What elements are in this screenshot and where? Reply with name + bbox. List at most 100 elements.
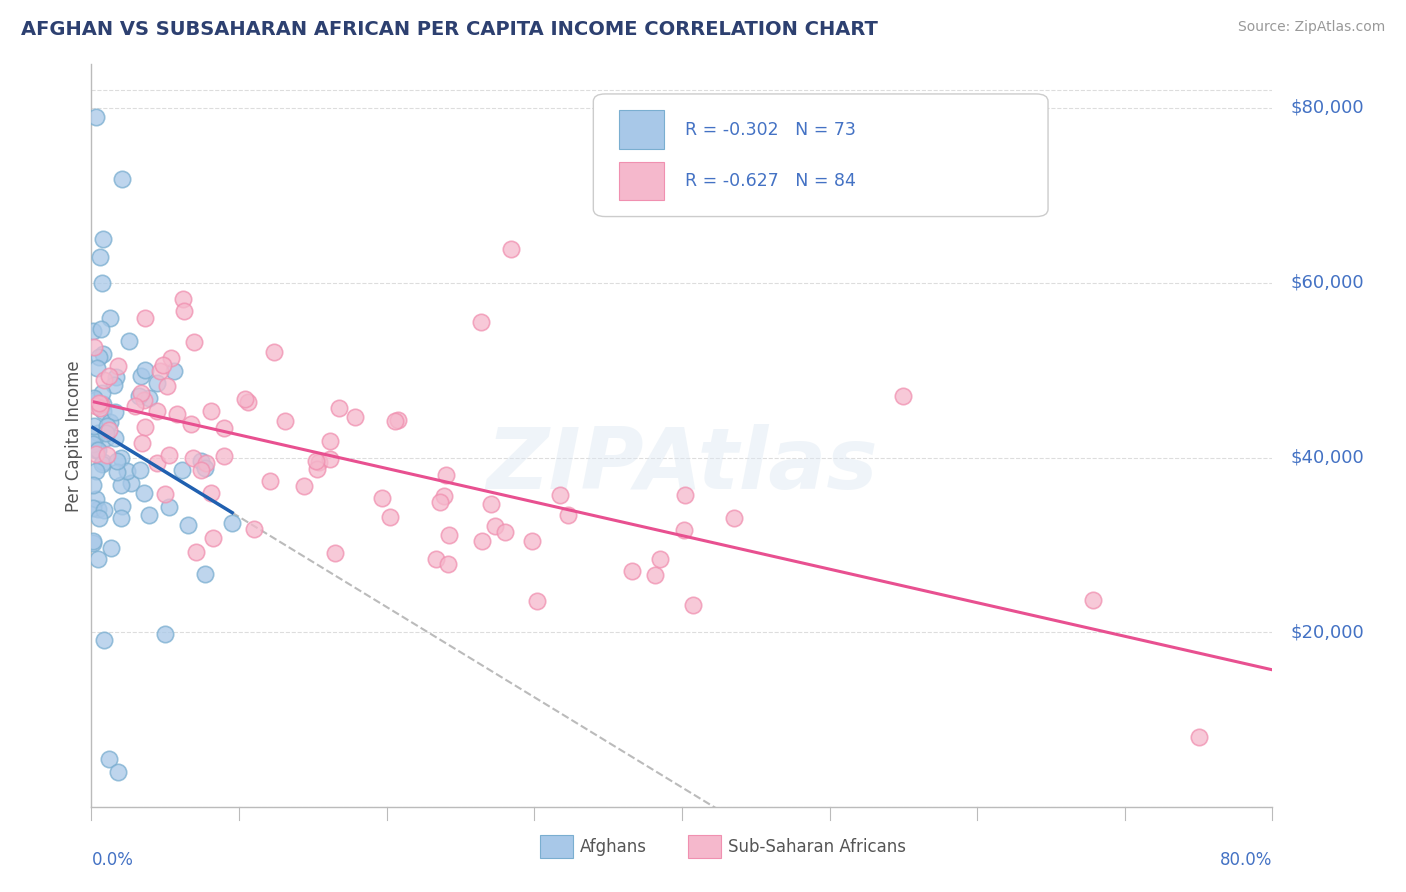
Text: Source: ZipAtlas.com: Source: ZipAtlas.com [1237, 20, 1385, 34]
FancyBboxPatch shape [540, 836, 574, 858]
Point [87, 552, 110, 566]
Point [104, 431, 127, 445]
Text: AFGHAN VS SUBSAHARAN AFRICAN PER CAPITA INCOME CORRELATION CHART: AFGHAN VS SUBSAHARAN AFRICAN PER CAPITA … [21, 20, 877, 38]
Point [484, 519, 506, 533]
FancyBboxPatch shape [619, 111, 664, 149]
Point [82, 477, 104, 491]
Point [86, 361, 108, 376]
FancyBboxPatch shape [593, 94, 1047, 217]
Point [93, 503, 115, 517]
Point [200, 403, 222, 417]
Point [120, 476, 142, 491]
Point [673, 488, 696, 502]
Point [152, 358, 174, 372]
Point [91, 397, 114, 411]
Point [98, 423, 121, 437]
Point [82, 437, 104, 451]
FancyBboxPatch shape [688, 836, 721, 858]
Text: 0.0%: 0.0% [91, 851, 134, 869]
Point [84, 447, 107, 461]
Point [84, 442, 107, 457]
Point [153, 487, 176, 501]
Point [471, 533, 494, 548]
Point [307, 461, 329, 475]
Point [644, 568, 666, 582]
Point [110, 478, 132, 492]
Point [89, 398, 111, 412]
Text: $40,000: $40,000 [1291, 449, 1364, 467]
Point [83, 434, 105, 448]
Point [100, 541, 122, 556]
Point [180, 417, 202, 432]
Point [328, 401, 350, 416]
Point [437, 557, 460, 571]
Point [87, 396, 110, 410]
Point [134, 362, 156, 376]
Point [470, 315, 492, 329]
Point [93, 633, 115, 648]
Point [194, 460, 217, 475]
Point [319, 451, 342, 466]
Point [105, 454, 128, 468]
Point [273, 414, 295, 428]
Point [305, 454, 328, 468]
Point [96, 448, 118, 462]
Point [83, 393, 105, 408]
Point [183, 335, 205, 350]
Point [202, 531, 225, 545]
Text: R = -0.627   N = 84: R = -0.627 N = 84 [686, 172, 856, 190]
Point [308, 455, 330, 469]
Point [166, 407, 188, 421]
Point [1083, 593, 1105, 607]
Point [98, 752, 121, 766]
Point [83, 339, 105, 353]
Point [190, 454, 212, 468]
Point [387, 413, 409, 427]
Point [183, 451, 205, 466]
Point [98, 369, 121, 384]
Point [172, 463, 194, 477]
Point [91, 347, 114, 361]
Point [194, 567, 217, 582]
Point [263, 344, 285, 359]
Point [86, 464, 108, 478]
Point [103, 378, 125, 392]
Point [98, 311, 121, 326]
Point [149, 363, 172, 377]
Point [91, 455, 114, 469]
Point [425, 552, 447, 566]
Point [89, 401, 111, 416]
Point [648, 551, 671, 566]
Point [138, 391, 160, 405]
Point [236, 394, 259, 409]
Point [134, 392, 156, 407]
Point [494, 524, 516, 539]
Point [434, 468, 457, 483]
Point [620, 564, 643, 578]
Point [221, 516, 243, 531]
Text: ZIPAtlas: ZIPAtlas [486, 424, 877, 507]
Point [128, 463, 150, 477]
Point [384, 414, 406, 428]
Point [157, 448, 180, 462]
Point [110, 450, 132, 465]
Point [548, 488, 571, 502]
Point [429, 495, 451, 509]
Point [186, 545, 208, 559]
Y-axis label: Per Capita Income: Per Capita Income [65, 360, 83, 511]
Point [87, 502, 110, 516]
Point [479, 497, 502, 511]
Point [107, 765, 129, 780]
Point [82, 535, 104, 549]
Text: $20,000: $20,000 [1291, 624, 1364, 641]
Text: $80,000: $80,000 [1291, 99, 1364, 117]
Point [83, 419, 105, 434]
Point [153, 626, 176, 640]
Point [96, 419, 118, 434]
Point [242, 522, 264, 536]
Point [501, 242, 523, 256]
Point [134, 311, 156, 326]
Point [90, 397, 112, 411]
FancyBboxPatch shape [619, 161, 664, 200]
Point [200, 486, 222, 500]
